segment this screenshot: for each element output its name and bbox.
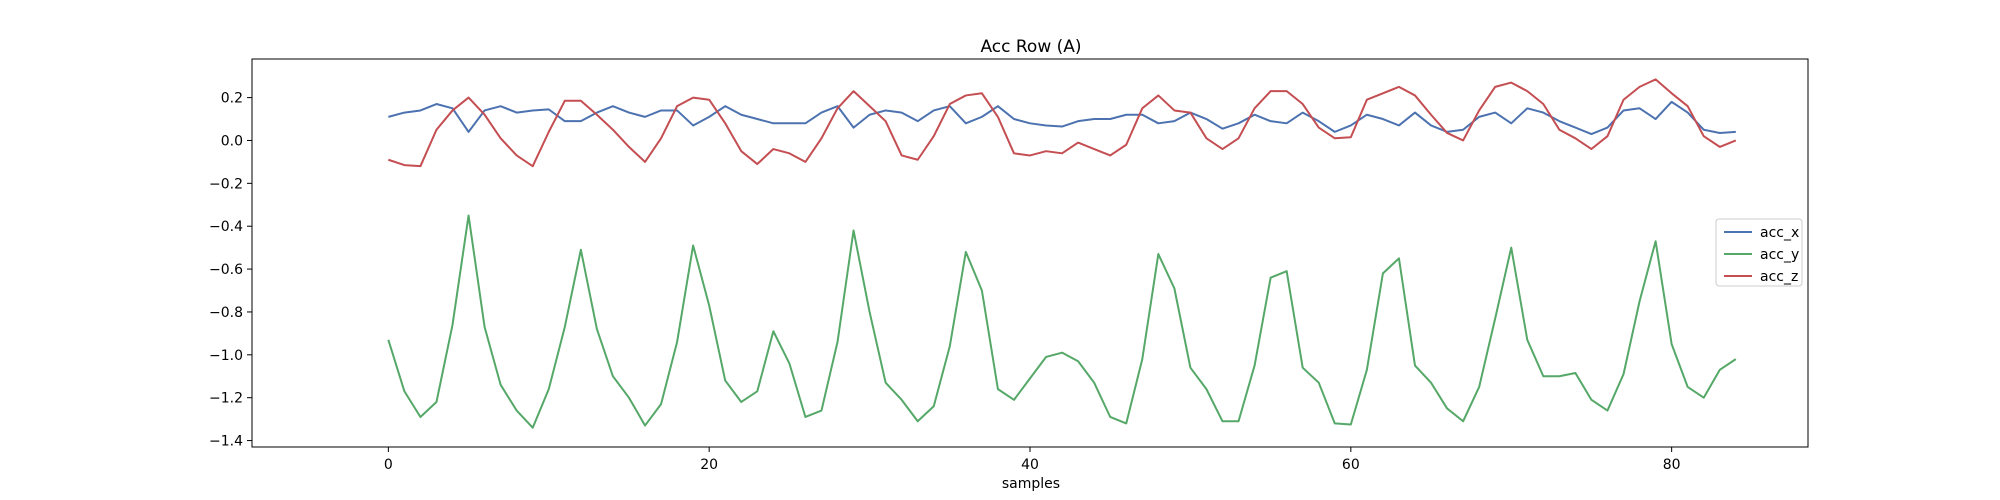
y-tick-label: −0.2 [209, 176, 243, 192]
y-tick-label: −0.4 [209, 219, 243, 235]
series-line-acc_x [388, 100, 1736, 136]
x-axis-label: samples [1002, 476, 1060, 492]
y-tick-label: −0.6 [209, 262, 243, 278]
y-tick-label: −1.0 [209, 348, 243, 364]
legend-label-acc_y: acc_y [1760, 247, 1799, 263]
legend: acc_x acc_y acc_z [1715, 218, 1803, 287]
y-tick-label: 0.0 [221, 133, 243, 149]
x-axis: 0 20 40 60 80 [384, 447, 1681, 473]
series-line-acc_z [388, 78, 1737, 168]
y-tick-label: −1.2 [209, 391, 243, 407]
legend-label-acc_x: acc_x [1760, 225, 1799, 241]
x-tick-label: 40 [1021, 457, 1039, 473]
series-line-acc_y [387, 214, 1737, 429]
y-axis: 0.2 0.0 −0.2 −0.4 −0.6 −0.8 −1.0 −1.2 −1.4 [209, 91, 252, 450]
x-tick-label: 20 [700, 457, 718, 473]
chart-title: Acc Row (A) [980, 37, 1081, 57]
series-layer [387, 78, 1737, 429]
y-tick-label: 0.2 [221, 91, 243, 107]
legend-label-acc_z: acc_z [1760, 269, 1798, 285]
y-tick-label: −1.4 [209, 434, 243, 450]
x-tick-label: 60 [1342, 457, 1360, 473]
x-tick-label: 0 [384, 457, 393, 473]
legend-box [1715, 218, 1803, 287]
y-tick-label: −0.8 [209, 305, 243, 321]
x-tick-label: 80 [1663, 457, 1681, 473]
